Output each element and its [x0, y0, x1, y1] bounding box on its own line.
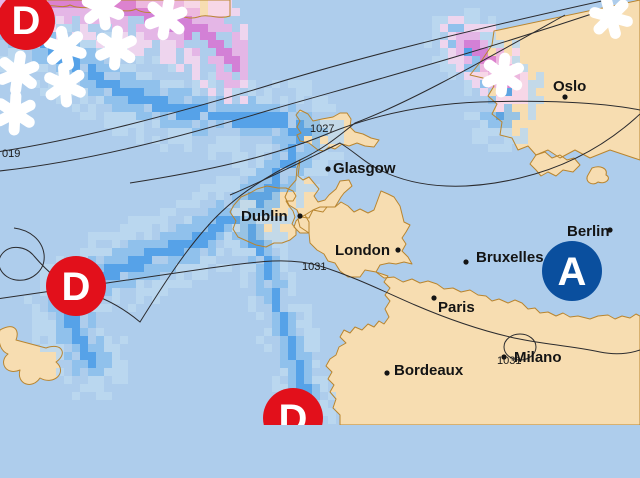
svg-text:1031: 1031: [302, 261, 326, 273]
svg-text:D: D: [279, 397, 308, 425]
svg-text:Paris: Paris: [438, 299, 475, 316]
svg-text:Glasgow: Glasgow: [333, 160, 396, 177]
svg-text:A: A: [558, 250, 587, 294]
svg-text:1031: 1031: [497, 355, 521, 367]
svg-text:Oslo: Oslo: [553, 78, 586, 95]
svg-text:D: D: [12, 0, 41, 43]
svg-text:Bordeaux: Bordeaux: [394, 362, 464, 379]
svg-text:London: London: [335, 242, 390, 259]
svg-text:Bruxelles: Bruxelles: [476, 249, 544, 266]
svg-text:Dublin: Dublin: [241, 208, 288, 225]
svg-text:019: 019: [2, 148, 20, 160]
svg-text:1027: 1027: [310, 123, 334, 135]
svg-text:Berlin: Berlin: [567, 223, 610, 240]
svg-text:D: D: [62, 265, 91, 309]
